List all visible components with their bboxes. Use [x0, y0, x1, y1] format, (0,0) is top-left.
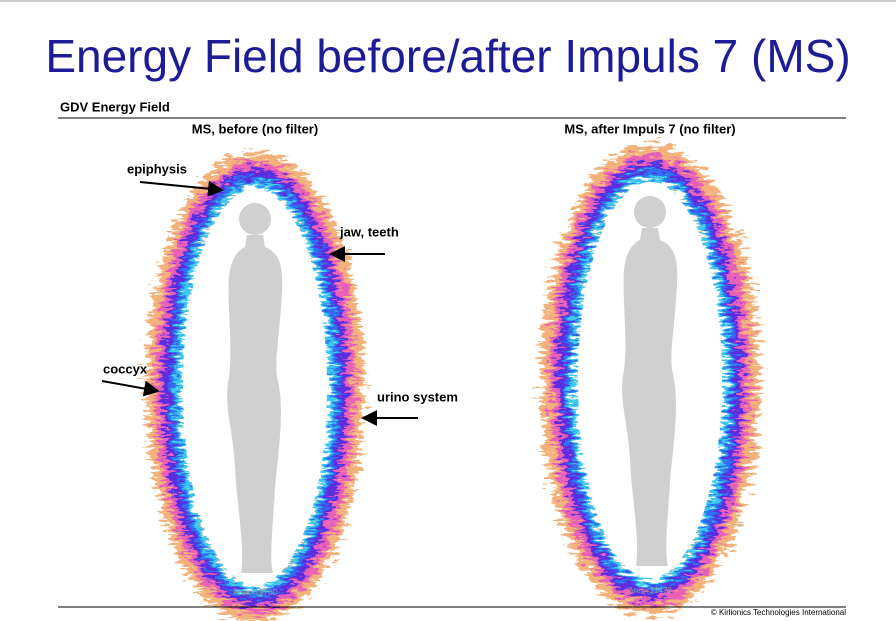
panel-caption: MS, after Impuls 7 (no filter) [564, 121, 735, 136]
area-label: Area=21478 [628, 586, 672, 595]
panel-caption: MS, before (no filter) [192, 121, 318, 136]
annotation-arrow [101, 380, 160, 397]
annotation: coccyx [103, 361, 148, 376]
section-title: GDV Energy Field [60, 99, 170, 114]
slide-title: Energy Field before/after Impuls 7 (MS) [45, 30, 850, 82]
annotation: urino system [377, 389, 458, 404]
annotation-arrow [139, 180, 224, 197]
aura-after [558, 162, 742, 598]
annotation: jaw, teeth [339, 224, 399, 239]
annotation: epiphysis [127, 161, 187, 176]
aura-before [163, 169, 347, 605]
area-label: Area=19700 [233, 588, 277, 597]
footer-credit: © Kirlionics Technologies International [711, 608, 846, 617]
